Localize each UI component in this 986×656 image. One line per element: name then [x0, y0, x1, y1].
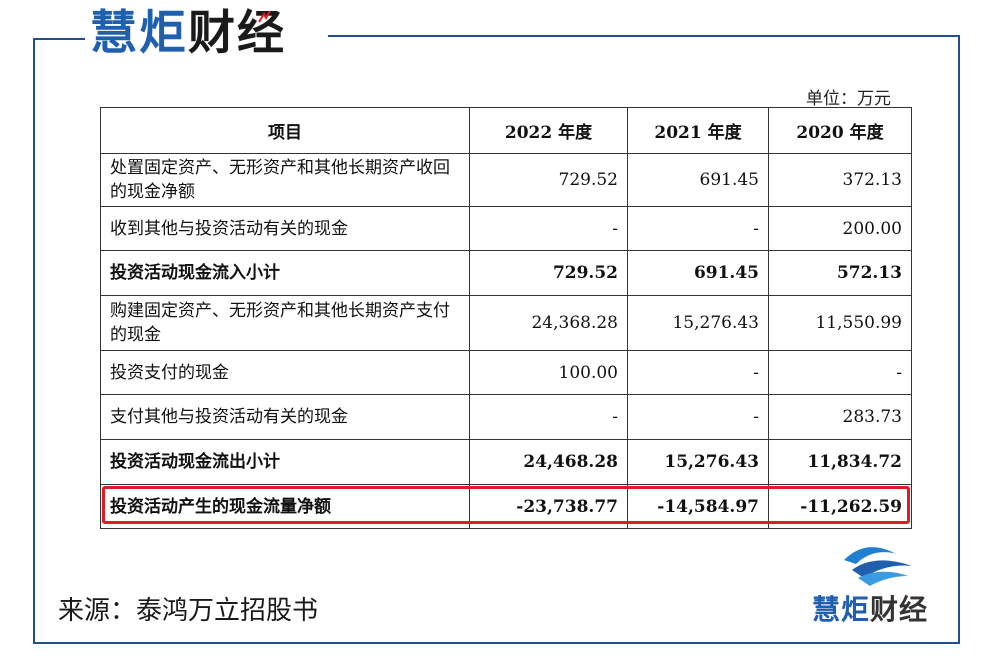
wave-logo-icon [844, 547, 912, 586]
brand-name-part2: 财经 [188, 6, 286, 61]
table-row: 购建固定资产、无形资产和其他长期资产支付的现金 24,368.28 15,276… [100, 295, 912, 351]
cell-2020: 11,550.99 [768, 295, 912, 351]
spark-icon [258, 10, 271, 23]
row-label: 收到其他与投资活动有关的现金 [100, 206, 470, 251]
table-row-subtotal: 投资活动现金流入小计 729.52 691.45 572.13 [100, 250, 912, 296]
cell-2021: - [627, 394, 769, 440]
cell-2021: 15,276.43 [627, 295, 769, 351]
row-label: 投资活动现金流出小计 [100, 439, 470, 485]
brand-name-part1: 慧炬 [812, 593, 871, 626]
row-label: 支付其他与投资活动有关的现金 [100, 394, 470, 440]
cell-2021: 15,276.43 [627, 439, 769, 485]
frame-right [958, 35, 960, 644]
cell-2021: 691.45 [627, 250, 769, 296]
cell-2022: 729.52 [469, 250, 628, 296]
row-label: 投资活动现金流入小计 [100, 250, 470, 296]
brand-name-part2: 财经 [870, 593, 929, 626]
header-2021: 2021 年度 [627, 107, 769, 154]
table-row: 处置固定资产、无形资产和其他长期资产收回的现金净额 729.52 691.45 … [100, 153, 912, 207]
table-row-subtotal: 投资活动现金流出小计 24,468.28 15,276.43 11,834.72 [100, 439, 912, 485]
cash-flow-table: 项目 2022 年度 2021 年度 2020 年度 处置固定资产、无形资产和其… [100, 107, 912, 529]
frame-top-left [33, 38, 85, 40]
cell-2020: 200.00 [768, 206, 912, 251]
cell-2022: - [469, 206, 628, 251]
cell-2020: 11,834.72 [768, 439, 912, 485]
cell-2022: 729.52 [469, 153, 628, 207]
cell-2020: 572.13 [768, 250, 912, 296]
brand-name-part1: 慧炬 [90, 6, 188, 61]
row-label: 处置固定资产、无形资产和其他长期资产收回的现金净额 [100, 153, 470, 207]
cell-2021: 691.45 [627, 153, 769, 207]
cell-2020: - [768, 350, 912, 395]
row-label: 投资支付的现金 [100, 350, 470, 395]
brand-logo-top: 慧炬财经 [90, 4, 286, 64]
frame-left [33, 38, 35, 644]
table-row: 收到其他与投资活动有关的现金 - - 200.00 [100, 206, 912, 251]
cell-2021: - [627, 206, 769, 251]
table-header-row: 项目 2022 年度 2021 年度 2020 年度 [100, 107, 912, 154]
frame-top-right [328, 35, 960, 37]
header-2020: 2020 年度 [768, 107, 912, 154]
row-label: 购建固定资产、无形资产和其他长期资产支付的现金 [100, 295, 470, 351]
cell-2020: 372.13 [768, 153, 912, 207]
cell-2022: - [469, 394, 628, 440]
net-total-highlight-box [102, 486, 910, 524]
header-2022: 2022 年度 [469, 107, 628, 154]
table-row: 投资支付的现金 100.00 - - [100, 350, 912, 395]
header-item: 项目 [100, 107, 470, 154]
cell-2022: 24,468.28 [469, 439, 628, 485]
cell-2022: 100.00 [469, 350, 628, 395]
unit-label: 单位：万元 [806, 89, 891, 109]
cell-2021: - [627, 350, 769, 395]
source-caption: 来源：泰鸿万立招股书 [58, 596, 319, 626]
brand-logo-bottom: 慧炬财经 [812, 588, 928, 628]
cell-2020: 283.73 [768, 394, 912, 440]
table-row: 支付其他与投资活动有关的现金 - - 283.73 [100, 394, 912, 440]
cell-2022: 24,368.28 [469, 295, 628, 351]
frame-bottom [33, 642, 960, 644]
